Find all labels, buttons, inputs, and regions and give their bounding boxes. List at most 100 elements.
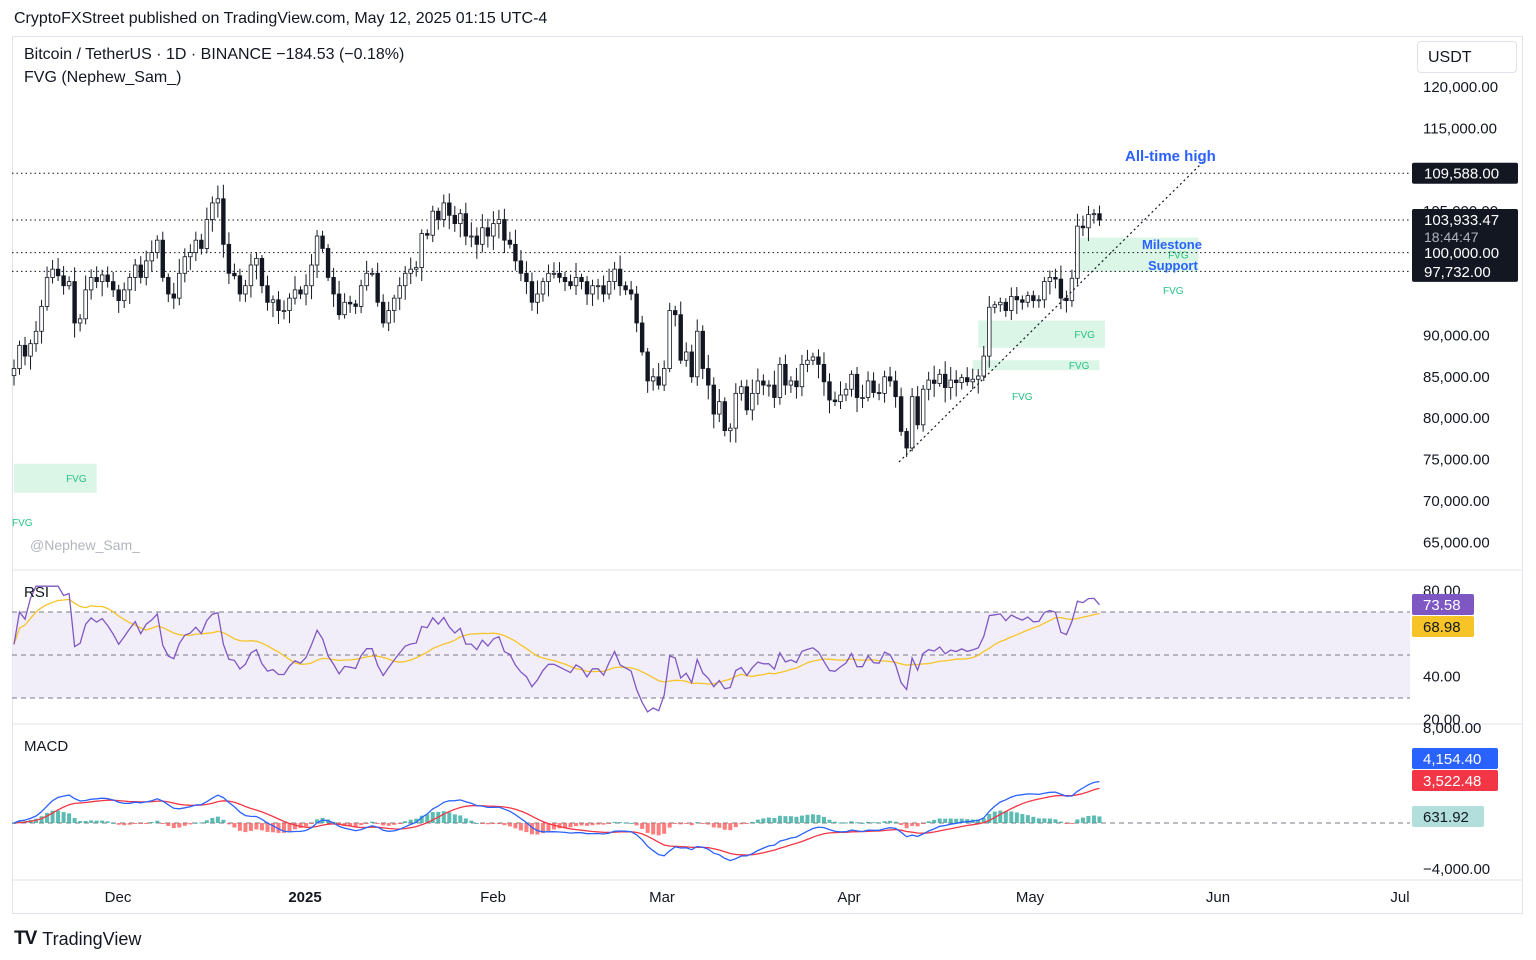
- time-tick-label: Mar: [649, 889, 675, 906]
- macd-histogram-bar: [78, 821, 83, 823]
- macd-histogram-bar: [827, 819, 832, 823]
- candle-body: [369, 272, 375, 275]
- macd-histogram-bar: [706, 823, 711, 825]
- macd-histogram-bar: [524, 823, 529, 833]
- tradingview-logo[interactable]: TV TradingView: [14, 928, 141, 950]
- candle-body: [904, 431, 909, 449]
- macd-histogram-bar: [441, 811, 446, 823]
- candle-body: [127, 277, 132, 291]
- macd-histogram-bar: [810, 814, 815, 823]
- macd-histogram-bar: [518, 823, 523, 831]
- fvg-zone: [978, 320, 1105, 348]
- macd-histogram-bar: [188, 823, 193, 825]
- candle-body: [794, 380, 799, 388]
- annotation-all-time-high: All-time high: [1125, 148, 1216, 165]
- candle-body: [750, 392, 755, 411]
- candle-body: [882, 376, 887, 394]
- fvg-zone-label: FVG: [1069, 361, 1090, 372]
- rsi-title: RSI: [24, 584, 49, 601]
- candle-body: [314, 235, 320, 266]
- fvg-zone-label: FVG: [66, 474, 87, 485]
- candle-body: [954, 379, 959, 383]
- macd-histogram-bar: [1097, 816, 1102, 823]
- macd-histogram-bar: [386, 823, 391, 826]
- candle-body: [144, 260, 149, 278]
- time-tick-label: Dec: [105, 889, 132, 906]
- candle-body: [915, 396, 920, 426]
- rsi-ma-line: [13, 598, 1100, 685]
- candle-body: [1053, 277, 1058, 280]
- candle-body: [810, 356, 816, 361]
- macd-histogram-bar: [551, 823, 556, 830]
- macd-histogram-bar: [226, 823, 231, 825]
- macd-histogram-bar: [408, 819, 413, 823]
- macd-histogram-bar: [138, 823, 143, 824]
- macd-histogram-bar: [844, 822, 849, 824]
- macd-histogram-bar: [689, 823, 694, 826]
- macd-histogram-bar: [937, 818, 942, 823]
- candle-body: [105, 274, 110, 282]
- candle-body: [298, 289, 303, 295]
- candle-body: [39, 306, 44, 332]
- macd-histogram-bar: [281, 823, 286, 833]
- candle-body: [601, 285, 606, 295]
- fvg-label: FVG: [1012, 392, 1033, 403]
- candle-body: [684, 351, 689, 361]
- candle-body: [612, 268, 617, 282]
- macd-histogram-bar: [72, 818, 77, 823]
- macd-histogram-bar: [122, 823, 127, 826]
- candle-body: [28, 343, 33, 357]
- candle-body: [226, 243, 232, 274]
- macd-histogram-bar: [1080, 817, 1085, 823]
- macd-histogram-bar: [915, 823, 920, 827]
- symbol-legend[interactable]: Bitcoin / TetherUS · 1D · BINANCE −184.5…: [24, 46, 405, 63]
- macd-histogram-bar: [491, 823, 496, 825]
- macd-histogram-bar: [39, 816, 44, 823]
- candle-body: [860, 397, 865, 399]
- candle-body: [391, 297, 397, 311]
- price-label-box: [1412, 209, 1518, 248]
- macd-histogram-bar: [998, 810, 1003, 823]
- macd-histogram-bar: [755, 819, 760, 823]
- candle-body: [386, 310, 391, 324]
- signal-value-box: [1412, 770, 1498, 791]
- candle-body: [711, 384, 716, 415]
- macd-histogram-bar: [430, 812, 435, 823]
- candle-body: [149, 252, 154, 262]
- macd-histogram-bar: [447, 812, 452, 823]
- candle-body: [1086, 214, 1091, 229]
- fvg-zone: [972, 360, 1100, 371]
- macd-histogram-bar: [259, 823, 264, 831]
- candle-body: [1009, 296, 1014, 311]
- macd-histogram-bar: [673, 823, 678, 824]
- candle-body: [419, 233, 424, 268]
- candle-body: [336, 293, 342, 316]
- currency-selector[interactable]: USDT: [1417, 41, 1517, 73]
- candle-body: [1075, 225, 1080, 279]
- candle-body: [717, 401, 722, 415]
- candle-body: [981, 355, 986, 377]
- candle-body: [976, 375, 981, 380]
- macd-histogram-bar: [596, 823, 601, 825]
- macd-histogram-bar: [563, 823, 567, 828]
- price-tick-label: 65,000.00: [1423, 534, 1490, 551]
- candle-body: [606, 281, 612, 295]
- indicator-legend[interactable]: FVG (Nephew_Sam_): [24, 69, 182, 86]
- price-tick-label: 90,000.00: [1423, 327, 1490, 344]
- candle-body: [496, 219, 502, 225]
- candle-body: [783, 363, 788, 386]
- tradingview-logo-icon: TV: [14, 928, 37, 949]
- macd-histogram-bar: [1053, 819, 1058, 823]
- time-tick-label: Jun: [1206, 889, 1230, 906]
- candle-body: [210, 202, 215, 220]
- macd-histogram-bar: [728, 823, 733, 831]
- macd-histogram-bar: [838, 822, 843, 824]
- candle-body: [772, 384, 777, 398]
- candle-body: [436, 210, 441, 220]
- candle-body: [678, 314, 683, 361]
- candle-body: [540, 281, 546, 295]
- price-tick-label: 75,000.00: [1423, 452, 1490, 469]
- candle-body: [485, 227, 491, 237]
- candle-body: [518, 260, 524, 274]
